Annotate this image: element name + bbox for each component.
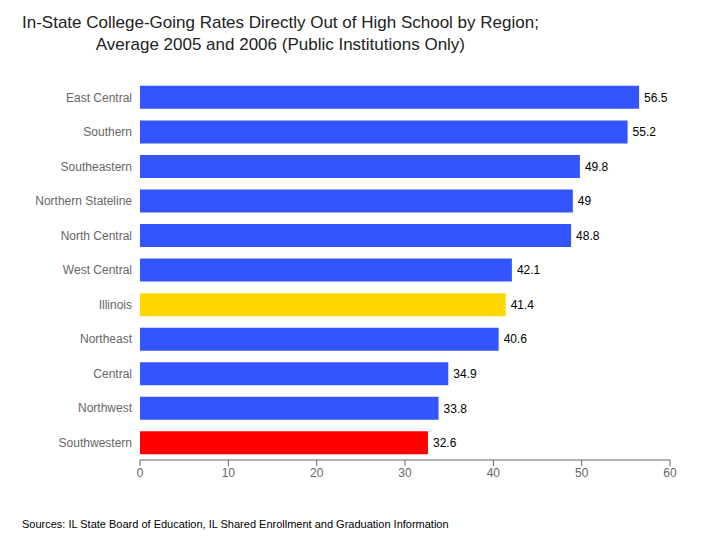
svg-text:North Central: North Central	[61, 229, 132, 243]
svg-text:Northwest: Northwest	[78, 401, 133, 415]
svg-text:49.8: 49.8	[585, 160, 609, 174]
svg-text:33.8: 33.8	[444, 402, 468, 416]
svg-text:30: 30	[398, 466, 412, 480]
html-text:Average 2005 and 2006 (Public: Average 2005 and 2006 (Public Institutio…	[95, 35, 465, 54]
svg-text:Southern: Southern	[83, 125, 132, 139]
svg-text:Southeastern: Southeastern	[61, 160, 132, 174]
svg-text:56.5: 56.5	[644, 91, 668, 105]
html-text:In-State College-Going Rates D: In-State College-Going Rates Directly Ou…	[22, 13, 539, 32]
svg-text:55.2: 55.2	[633, 125, 657, 139]
svg-text:41.4: 41.4	[511, 298, 535, 312]
svg-text:32.6: 32.6	[433, 436, 457, 450]
svg-text:Northeast: Northeast	[80, 332, 133, 346]
svg-text:50: 50	[575, 466, 589, 480]
svg-text:West Central: West Central	[63, 263, 132, 277]
svg-text:0: 0	[137, 466, 144, 480]
html-text:Sources: IL State Board of Edu: Sources: IL State Board of Education, IL…	[22, 518, 449, 530]
svg-text:49: 49	[578, 194, 592, 208]
svg-text:10: 10	[222, 466, 236, 480]
svg-text:40.6: 40.6	[504, 332, 528, 346]
svg-text:34.9: 34.9	[453, 367, 477, 381]
svg-text:20: 20	[310, 466, 324, 480]
svg-text:48.8: 48.8	[576, 229, 600, 243]
svg-text:Northern Stateline: Northern Stateline	[35, 194, 132, 208]
svg-text:42.1: 42.1	[517, 263, 541, 277]
svg-text:Southwestern: Southwestern	[59, 436, 132, 450]
svg-text:Illinois: Illinois	[99, 298, 132, 312]
svg-text:Central: Central	[93, 367, 132, 381]
svg-text:40: 40	[487, 466, 501, 480]
svg-text:60: 60	[663, 466, 677, 480]
svg-text:East Central: East Central	[66, 91, 132, 105]
